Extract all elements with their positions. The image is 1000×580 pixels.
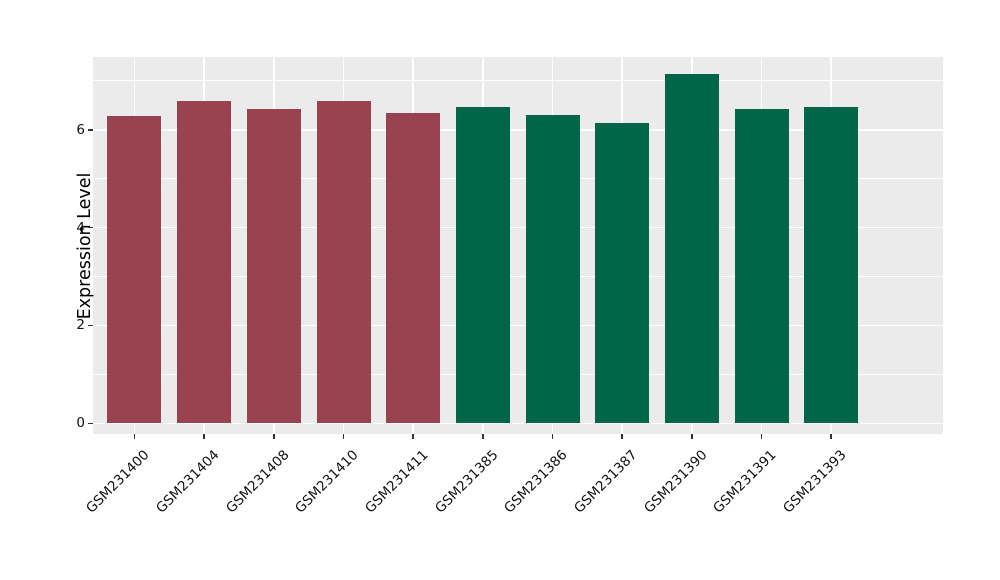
y-tick-label-2: 2 [76,317,85,334]
x-tick-mark-GSM231385 [482,434,484,439]
bar-GSM231385 [455,106,510,424]
major-gridline-y-2 [92,324,943,327]
y-tick-label-0: 0 [76,415,85,432]
x-tick-mark-GSM231387 [621,434,623,439]
x-tick-mark-GSM231408 [273,434,275,439]
y-tick-mark-4 [87,226,93,229]
x-tick-label-GSM231385: GSM231385 [431,447,502,517]
x-tick-mark-GSM231411 [412,434,414,439]
x-tick-mark-GSM231404 [203,434,205,439]
bar-GSM231390 [664,73,719,424]
x-tick-label-GSM231411: GSM231411 [362,447,432,517]
x-tick-label-GSM231400: GSM231400 [83,447,153,517]
bar-GSM231387 [595,123,650,424]
minor-gridline-y-7 [92,80,943,82]
x-tick-label-GSM231404: GSM231404 [153,447,223,517]
minor-gridline-y-5 [92,178,943,180]
x-tick-label-GSM231393: GSM231393 [780,447,850,517]
x-tick-mark-GSM231391 [760,434,763,439]
x-tick-label-GSM231386: GSM231386 [501,447,571,517]
minor-gridline-y-1 [92,373,943,375]
x-tick-mark-GSM231386 [551,434,554,439]
y-tick-mark-6 [87,129,93,131]
bar-GSM231410 [316,100,371,424]
y-tick-label-4: 4 [76,219,85,236]
y-tick-mark-0 [87,422,93,425]
major-gridline-y-4 [92,226,943,229]
bar-GSM231400 [107,116,162,424]
x-tick-label-GSM231387: GSM231387 [571,447,641,517]
major-gridline-y-0 [92,422,943,425]
x-tick-label-GSM231391: GSM231391 [710,447,780,517]
bar-GSM231391 [734,109,789,424]
x-tick-label-GSM231408: GSM231408 [222,447,293,517]
bar-GSM231393 [804,106,859,424]
y-tick-label-6: 6 [76,121,85,138]
minor-gridline-y-3 [92,276,943,278]
bar-GSM231386 [525,115,580,424]
plot-panel [92,57,943,435]
x-tick-label-GSM231410: GSM231410 [292,447,362,517]
y-tick-mark-2 [87,324,93,327]
major-gridline-y-6 [92,129,943,131]
bar-GSM231411 [386,112,441,424]
x-tick-mark-GSM231393 [830,434,832,439]
x-tick-mark-GSM231400 [133,434,136,439]
bar-GSM231404 [177,100,232,424]
x-tick-label-GSM231390: GSM231390 [640,447,711,517]
x-tick-mark-GSM231390 [691,434,693,439]
y-axis-title: Expression Level [75,172,95,320]
x-tick-mark-GSM231410 [342,434,345,439]
bar-GSM231408 [246,109,301,424]
